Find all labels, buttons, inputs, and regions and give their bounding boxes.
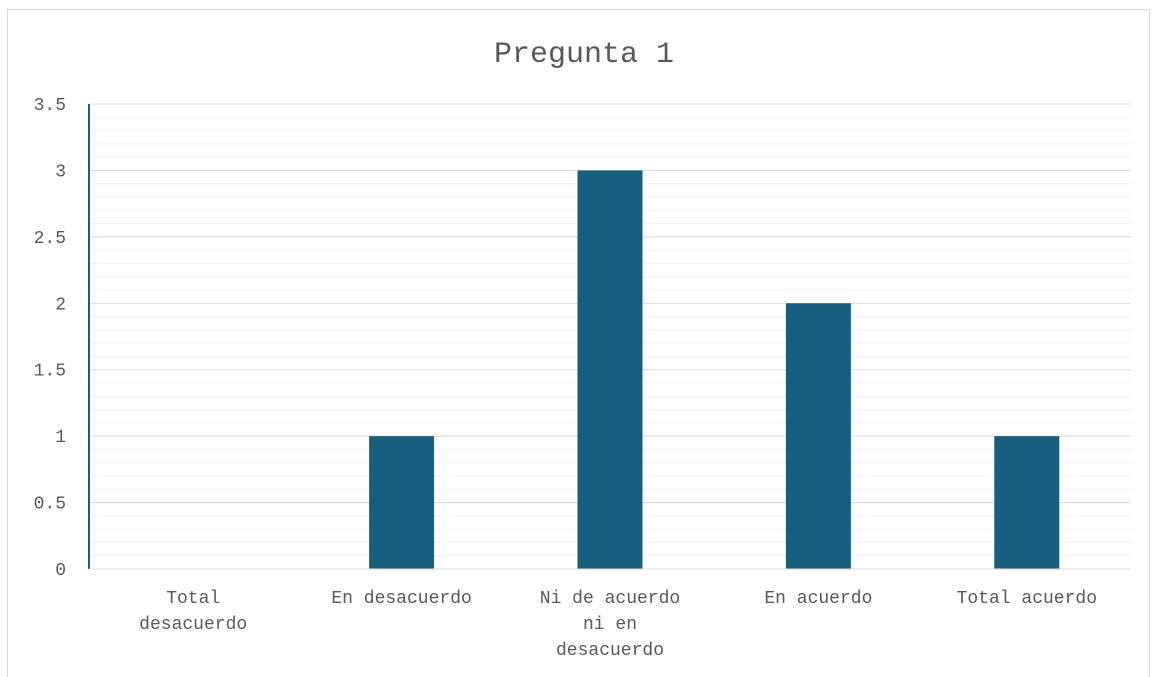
- x-tick-label: Total acuerdo: [957, 589, 1097, 609]
- x-tick-labels: Total desacuerdo En desacuerdo Ni de acuerd…: [139, 589, 1097, 661]
- y-tick-label: 3.5: [34, 96, 66, 116]
- chart-title: Pregunta 1: [494, 38, 674, 72]
- x-tick-label: Total: [166, 589, 220, 609]
- x-tick-label: Ni de acuerdo: [540, 589, 680, 609]
- bar: [994, 436, 1060, 569]
- bar: [785, 303, 851, 569]
- y-tick-label: 0.5: [34, 495, 66, 515]
- bars: [369, 170, 1060, 569]
- axes: [88, 104, 1131, 570]
- bar: [577, 170, 643, 569]
- x-tick-label: desacuerdo: [556, 641, 664, 661]
- y-tick-label: 2.5: [34, 229, 66, 249]
- y-tick-label: 3: [55, 162, 66, 182]
- y-tick-labels: 0 0.5 1 1.5 2 2.5 3 3.5: [34, 96, 66, 581]
- x-tick-label: desacuerdo: [139, 615, 247, 635]
- x-tick-label: En desacuerdo: [331, 589, 471, 609]
- y-tick-label: 1: [55, 428, 66, 448]
- y-tick-label: 1.5: [34, 362, 66, 382]
- bar: [369, 436, 435, 569]
- x-tick-label: En acuerdo: [764, 589, 872, 609]
- y-tick-label: 2: [55, 295, 66, 315]
- y-tick-label: 0: [55, 561, 66, 581]
- x-tick-label: ni en: [583, 615, 637, 635]
